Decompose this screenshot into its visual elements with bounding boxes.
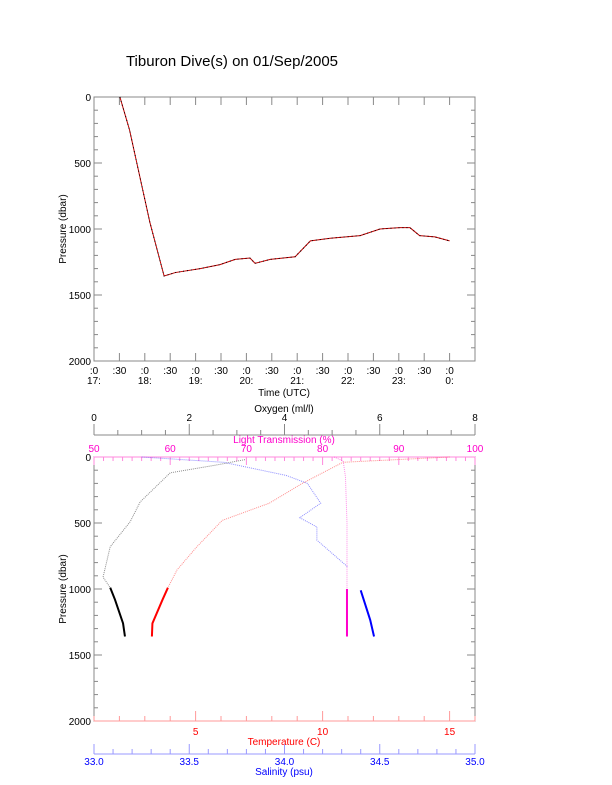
salinity-profile-upcast [141,456,348,567]
x-axis-label: Time (UTC) [258,388,310,399]
x-tick-label-hour: 20: [239,376,253,387]
oxygen-tick-label: 4 [282,413,288,424]
dive-track-line [119,96,450,277]
temperature-profile-upcast [167,456,450,588]
x-tick-label-minute: :0 [191,366,200,377]
temperature-tick-label: 10 [317,727,329,738]
x-tick-label-minute: :30 [163,366,177,377]
light-axis-label: Light Transmission (%) [233,435,335,446]
y-tick-label: 2000 [69,357,92,368]
light-tick-label: 60 [165,444,177,455]
temperature-profile-bottom [150,587,169,637]
oxygen-profile-upcast [102,459,246,588]
x-tick-label-hour: 17: [87,376,101,387]
light-tick-label: 90 [393,444,405,455]
y-tick-label: 1500 [69,291,92,302]
y-tick-label: 2000 [69,717,92,728]
y-tick-label: 500 [74,519,91,530]
salinity-tick-label: 34.5 [370,757,390,768]
x-tick-label-hour: 19: [189,376,203,387]
x-tick-label-hour: 18: [138,376,152,387]
x-tick-label-minute: :0 [293,366,302,377]
temperature-tick-label: 15 [444,727,456,738]
salinity-axis-label: Salinity (psu) [255,767,313,778]
salinity-tick-label: 33.0 [84,757,104,768]
y-axis-label: Pressure (dbar) [58,194,69,263]
x-tick-label-minute: :0 [90,366,99,377]
oxygen-tick-label: 6 [377,413,383,424]
light-tick-label: 70 [241,444,253,455]
x-tick-label-minute: :30 [316,366,330,377]
oxygen-tick-label: 0 [91,413,97,424]
oxygen-profile-bottom [109,587,126,637]
y-axis-label: Pressure (dbar) [58,554,69,623]
x-tick-label-minute: :0 [395,366,404,377]
x-tick-label-hour: 22: [341,376,355,387]
oxygen-tick-label: 2 [186,413,192,424]
light-transmission-profile-upcast [333,456,348,589]
chart-title: Tiburon Dive(s) on 01/Sep/2005 [126,53,338,70]
x-tick-label-minute: :0 [242,366,251,377]
dive-track-points [119,96,450,277]
oxygen-axis-label: Oxygen (ml/l) [254,404,313,415]
light-tick-label: 50 [88,444,100,455]
x-tick-label-minute: :0 [445,366,454,377]
x-tick-label-hour: 0: [445,376,453,387]
salinity-profile-bottom [359,590,376,637]
bottom-plot-frame [93,456,476,722]
oxygen-tick-label: 8 [472,413,478,424]
x-tick-label-minute: :30 [112,366,126,377]
light-tick-label: 100 [467,444,484,455]
x-tick-label-minute: :30 [214,366,228,377]
y-tick-label: 0 [85,93,91,104]
light-tick-label: 80 [317,444,329,455]
x-tick-label-minute: :30 [265,366,279,377]
x-tick-label-minute: :30 [417,366,431,377]
y-tick-label: 1000 [69,225,92,236]
x-tick-label-hour: 21: [290,376,304,387]
y-tick-label: 0 [85,453,91,464]
x-tick-label-hour: 23: [392,376,406,387]
salinity-tick-label: 33.5 [180,757,200,768]
x-tick-label-minute: :0 [344,366,353,377]
x-tick-label-minute: :30 [366,366,380,377]
salinity-tick-label: 35.0 [465,757,485,768]
y-tick-label: 1500 [69,651,92,662]
temperature-tick-label: 5 [193,727,199,738]
y-tick-label: 1000 [69,585,92,596]
temperature-axis-label: Temperature (C) [248,737,321,748]
x-tick-label-minute: :0 [141,366,150,377]
y-tick-label: 500 [74,159,91,170]
salinity-tick-label: 34.0 [275,757,295,768]
